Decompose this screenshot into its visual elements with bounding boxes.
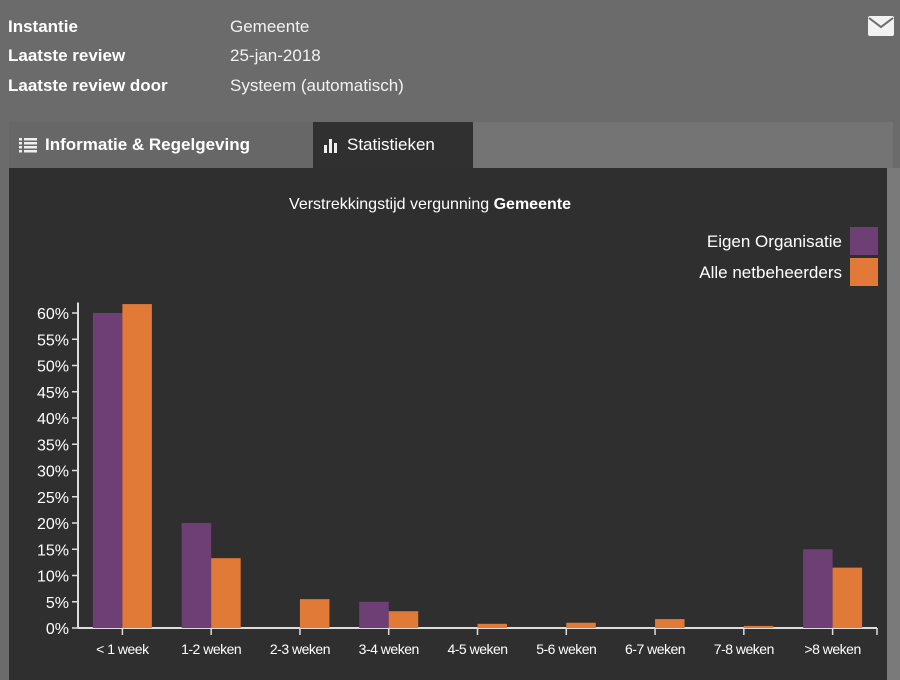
x-tick-label: 3-4 weken: [359, 641, 419, 657]
bar-chart: Verstrekkingstijd vergunning Gemeente Ei…: [37, 196, 878, 657]
list-icon: [19, 138, 37, 153]
y-tick-label: 5%: [46, 595, 69, 612]
x-tick-label: 4-5 weken: [447, 641, 507, 657]
x-tick-label: >8 weken: [804, 641, 860, 657]
x-tick-label: 2-3 weken: [270, 641, 330, 657]
y-tick-label: 30%: [37, 464, 69, 481]
legend-swatch: [850, 258, 878, 286]
legend-swatch: [850, 227, 878, 255]
tab-informatie-regelgeving[interactable]: Informatie & Regelgeving: [9, 122, 313, 168]
envelope-icon[interactable]: [868, 16, 894, 36]
info-value: 25-jan-2018: [230, 46, 321, 65]
scrollbar[interactable]: [887, 168, 900, 680]
y-tick-label: 25%: [37, 490, 69, 507]
info-label: Laatste review door: [8, 76, 168, 95]
tab-label: Statistieken: [347, 135, 435, 154]
legend-label: Alle netbeheerders: [699, 263, 842, 282]
x-tick-label: 7-8 weken: [714, 641, 774, 657]
x-tick-label: 5-6 weken: [536, 641, 596, 657]
chart-legend: Eigen Organisatie Alle netbeheerders: [699, 227, 878, 286]
bar-alle-netbeheerders: [566, 622, 596, 628]
y-tick-label: 35%: [37, 437, 69, 454]
bar-alle-netbeheerders: [388, 611, 419, 628]
bar-alle-netbeheerders: [122, 304, 152, 628]
tab-label: Informatie & Regelgeving: [45, 135, 250, 154]
y-tick-label: 0%: [46, 621, 69, 638]
bar-chart-icon: [324, 139, 337, 153]
tab-statistieken[interactable]: Statistieken: [313, 122, 473, 168]
y-tick-label: 10%: [37, 569, 69, 586]
y-tick-label: 40%: [37, 411, 69, 428]
bar-eigen-organisatie: [181, 523, 212, 628]
bar-alle-netbeheerders: [477, 623, 507, 628]
bar-alle-netbeheerders: [655, 619, 685, 628]
info-label: Instantie: [8, 17, 78, 36]
statistics-panel: Verstrekkingstijd vergunning Gemeente Ei…: [9, 168, 887, 680]
bar-alle-netbeheerders: [211, 558, 241, 628]
x-tick-label: 1-2 weken: [181, 641, 241, 657]
y-tick-label: 20%: [37, 516, 69, 533]
legend-label: Eigen Organisatie: [707, 232, 842, 251]
y-tick-label: 50%: [37, 359, 69, 376]
bar-alle-netbeheerders: [743, 625, 774, 628]
chart-title: Verstrekkingstijd vergunning Gemeente: [289, 196, 571, 213]
tab-bar: Informatie & Regelgeving Statistieken: [9, 122, 893, 168]
y-tick-label: 60%: [37, 306, 69, 323]
x-tick-label: 6-7 weken: [625, 641, 685, 657]
bar-alle-netbeheerders: [832, 567, 863, 628]
x-tick-label: < 1 week: [96, 641, 150, 657]
bar-eigen-organisatie: [803, 549, 833, 628]
y-tick-label: 45%: [37, 385, 69, 402]
info-label: Laatste review: [8, 46, 126, 65]
bar-eigen-organisatie: [359, 601, 389, 628]
info-value: Gemeente: [230, 17, 310, 36]
bar-eigen-organisatie: [92, 313, 123, 628]
info-value: Systeem (automatisch): [230, 76, 404, 95]
y-tick-label: 15%: [37, 542, 69, 559]
y-tick-label: 55%: [37, 332, 69, 349]
bar-alle-netbeheerders: [299, 599, 330, 628]
